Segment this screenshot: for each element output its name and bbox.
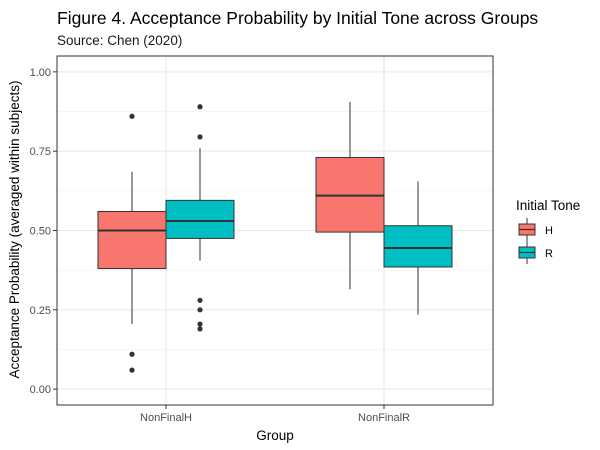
legend-title: Initial Tone <box>516 198 580 213</box>
y-axis-title: Acceptance Probability (averaged within … <box>7 81 22 379</box>
outlier-point <box>129 367 135 373</box>
chart-title: Figure 4. Acceptance Probability by Init… <box>57 8 539 28</box>
legend: Initial Tone HR <box>516 198 580 264</box>
y-tick-label: 0.25 <box>30 305 51 317</box>
box-H-NonFinalH <box>97 210 167 270</box>
y-axis: 0.00 0.25 0.50 0.75 1.00 <box>30 67 57 396</box>
x-tick-label: NonFinalH <box>140 412 192 424</box>
plot-marks <box>97 102 453 373</box>
outlier-point <box>197 321 203 327</box>
x-axis: NonFinalH NonFinalR <box>140 405 410 424</box>
outlier-point <box>197 134 203 140</box>
outlier-point <box>197 297 203 303</box>
legend-label-H: H <box>545 225 553 237</box>
legend-label-R: R <box>545 248 553 260</box>
outlier-point <box>197 326 203 332</box>
outlier-point <box>129 113 135 119</box>
x-axis-title: Group <box>256 428 294 443</box>
box-R-NonFinalH <box>165 199 235 239</box>
outlier-point <box>197 104 203 110</box>
y-tick-label: 0.00 <box>30 384 51 396</box>
chart-subtitle: Source: Chen (2020) <box>57 33 183 48</box>
y-tick-label: 1.00 <box>30 67 51 79</box>
x-tick-label: NonFinalR <box>358 412 410 424</box>
y-tick-label: 0.75 <box>30 146 51 158</box>
y-tick-label: 0.50 <box>30 226 51 238</box>
box-R-NonFinalR <box>383 225 453 268</box>
outlier-point <box>129 351 135 357</box>
outlier-point <box>197 307 203 313</box>
